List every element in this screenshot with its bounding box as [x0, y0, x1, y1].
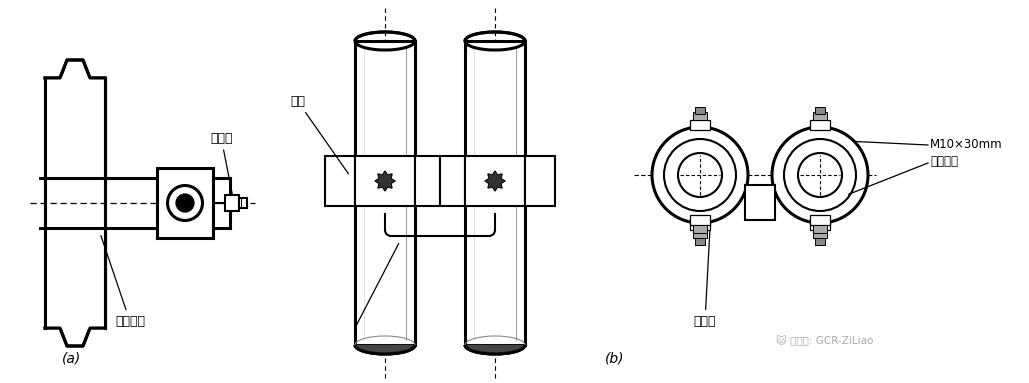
Bar: [355, 156, 415, 206]
Bar: [693, 112, 707, 120]
Bar: [690, 215, 710, 225]
Text: 金属管道: 金属管道: [101, 236, 145, 328]
Text: 🐱 微信号: GCR-ZiLiao: 🐱 微信号: GCR-ZiLiao: [776, 336, 874, 346]
Bar: [440, 156, 465, 206]
Circle shape: [799, 153, 842, 197]
Bar: [355, 41, 415, 345]
Circle shape: [168, 185, 203, 221]
Bar: [815, 107, 825, 114]
Bar: [695, 238, 705, 245]
Polygon shape: [45, 78, 105, 178]
Bar: [239, 198, 247, 208]
Bar: [415, 156, 440, 206]
Bar: [690, 220, 710, 230]
Circle shape: [772, 127, 868, 223]
Circle shape: [678, 153, 722, 197]
Bar: [157, 168, 213, 238]
Text: (b): (b): [605, 351, 625, 365]
Bar: [225, 195, 239, 211]
Bar: [465, 156, 525, 206]
Polygon shape: [485, 171, 505, 191]
Circle shape: [784, 139, 856, 211]
Bar: [810, 120, 830, 130]
Bar: [813, 225, 827, 233]
Text: (a): (a): [63, 351, 81, 365]
Bar: [693, 225, 707, 233]
Text: 跨接线: 跨接线: [694, 231, 716, 328]
Bar: [695, 107, 705, 114]
Text: 抱箍: 抱箍: [290, 95, 349, 174]
Bar: [693, 230, 707, 238]
Bar: [690, 120, 710, 130]
Bar: [815, 238, 825, 245]
Bar: [325, 156, 355, 206]
Bar: [465, 41, 525, 345]
Bar: [810, 220, 830, 230]
Circle shape: [652, 127, 748, 223]
Bar: [813, 230, 827, 238]
Bar: [745, 185, 775, 220]
Circle shape: [176, 194, 194, 212]
Polygon shape: [45, 228, 105, 328]
Bar: [525, 156, 555, 206]
Bar: [813, 112, 827, 120]
Circle shape: [664, 139, 736, 211]
Text: M10×30mm
镀锌螺栓: M10×30mm 镀锌螺栓: [930, 138, 1002, 168]
Bar: [810, 215, 830, 225]
Polygon shape: [375, 171, 395, 191]
Text: 连接线: 连接线: [210, 131, 233, 195]
